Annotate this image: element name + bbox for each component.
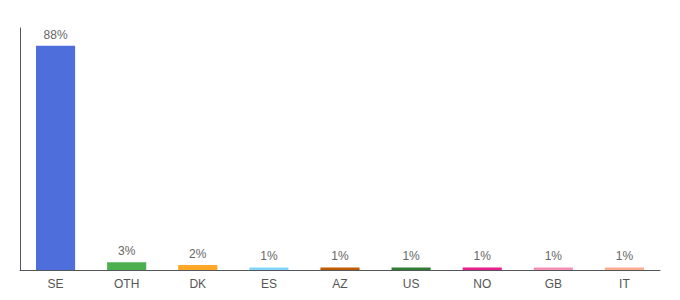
svg-text:DK: DK: [189, 277, 206, 291]
svg-text:ES: ES: [261, 277, 277, 291]
svg-text:1%: 1%: [474, 249, 492, 263]
svg-text:1%: 1%: [260, 249, 278, 263]
svg-text:88%: 88%: [44, 28, 68, 42]
svg-text:1%: 1%: [616, 249, 634, 263]
svg-text:NO: NO: [473, 277, 491, 291]
svg-text:3%: 3%: [118, 244, 136, 258]
svg-text:GB: GB: [545, 277, 562, 291]
svg-text:US: US: [403, 277, 420, 291]
svg-text:1%: 1%: [545, 249, 563, 263]
svg-text:OTH: OTH: [114, 277, 139, 291]
svg-text:1%: 1%: [402, 249, 420, 263]
svg-text:IT: IT: [619, 277, 630, 291]
svg-text:2%: 2%: [189, 247, 207, 261]
svg-text:1%: 1%: [331, 249, 349, 263]
svg-text:AZ: AZ: [332, 277, 347, 291]
svg-text:SE: SE: [48, 277, 64, 291]
